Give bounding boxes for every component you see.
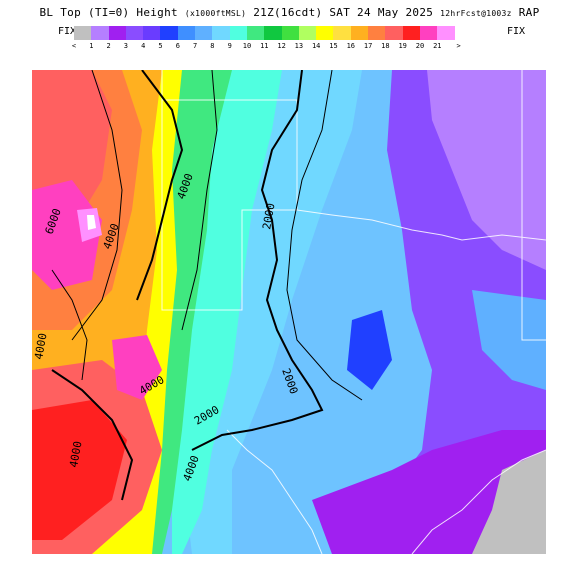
coast [411,449,546,554]
magenta-region-west [32,180,102,290]
color-scale-tick: 20 [415,42,425,50]
color-scale-swatch [281,26,299,40]
fix-label-left: FIX [58,26,77,37]
color-scale-swatch [195,26,213,40]
scale-right-arrow: > [456,42,461,50]
gulf-grey-region [472,450,546,554]
light-purple-region [427,70,546,270]
color-scale-tick: 13 [294,42,304,50]
color-scale-swatch [212,26,230,40]
title-forecast: 12hrFcst@1003z [440,9,512,18]
border-northwest [161,70,298,311]
color-scale-tick: 8 [210,42,215,50]
color-scale-swatch [298,26,317,40]
white-peak [87,215,96,230]
color-scale-swatch [350,26,369,40]
magenta-region-south [112,335,162,400]
color-scale-swatch [264,26,282,40]
contour-label: 2000 [260,202,277,230]
color-scale-tick: 21 [433,42,442,50]
color-scale-tick: 18 [381,42,390,50]
color-scale-tick: 11 [260,42,269,50]
contour-thin-4 [51,269,88,381]
color-scale-tick: 9 [227,42,232,50]
color-scale-tick: 6 [175,42,180,50]
color-scale-tick: 7 [192,42,198,50]
forecast-map: 6000 4000 4000 2000 4000 2000 4000 2000 … [32,70,546,554]
color-scale-swatch [368,26,386,40]
color-scale-swatch [246,26,265,40]
border-mid [296,209,546,241]
title-units: (x1000ftMSL) [184,9,247,18]
title-prefix: BL Top (TI=0) Height [39,6,178,19]
color-scale-swatch [419,26,438,40]
map-title: BL Top (TI=0) Height (x1000ftMSL) 21Z(16… [0,6,579,19]
color-scale [74,26,455,42]
title-model: RAP [518,6,540,19]
contour-label: 4000 [32,332,49,360]
contour-label: 4000 [67,440,84,468]
color-scale-swatch [108,26,126,40]
fix-label-right: FIX [507,26,526,37]
color-scale-tick: 10 [242,42,252,50]
color-scale-swatch [316,26,334,40]
border-east [521,70,546,341]
title-valid-time: 21Z(16cdt) SAT 24 May 2025 [253,6,434,19]
color-scale-swatch [229,26,247,40]
color-scale-tick: 1 [89,42,94,50]
scale-left-arrow: < [71,42,77,50]
color-scale-swatch [437,26,455,40]
color-scale-swatch [91,26,109,40]
color-scale-tick: 4 [141,42,146,50]
color-scale-swatch [177,26,196,40]
color-scale-tick: 15 [329,42,338,50]
color-scale-ticks: <1 2 3 4 5 6 7 8 9 10 11 12 13 14 15 16 17 18 19 20 21 > [71,42,506,52]
contour-4000-north [136,70,184,301]
color-scale-swatch [402,26,420,40]
color-scale-tick: 14 [311,42,321,50]
color-scale-swatch [125,26,144,40]
contour-thin-2 [181,70,218,331]
color-scale-swatch [333,26,351,40]
color-scale-tick: 19 [398,42,407,50]
color-scale-tick: 5 [158,42,163,50]
contour-thin-3 [71,70,123,341]
color-scale-tick: 3 [123,42,128,50]
contour-4000-south [51,369,134,501]
contour-thin-1 [286,70,363,401]
color-scale-tick: 12 [277,42,286,50]
crimson-region-southwest [32,400,127,540]
state-borders [161,70,546,554]
blue-patch-east [472,290,546,390]
contour-lines [51,70,363,501]
color-scale-tick: 17 [363,42,373,50]
color-scale-swatch [385,26,403,40]
dark-blue-patch [347,310,392,390]
contour-2000 [191,70,324,451]
color-scale-swatch [160,26,178,40]
border-south [226,429,323,554]
color-scale-tick: 16 [346,42,356,50]
color-scale-swatch [143,26,161,40]
color-scale-tick: 2 [106,42,111,50]
color-scale-swatch [74,26,92,40]
